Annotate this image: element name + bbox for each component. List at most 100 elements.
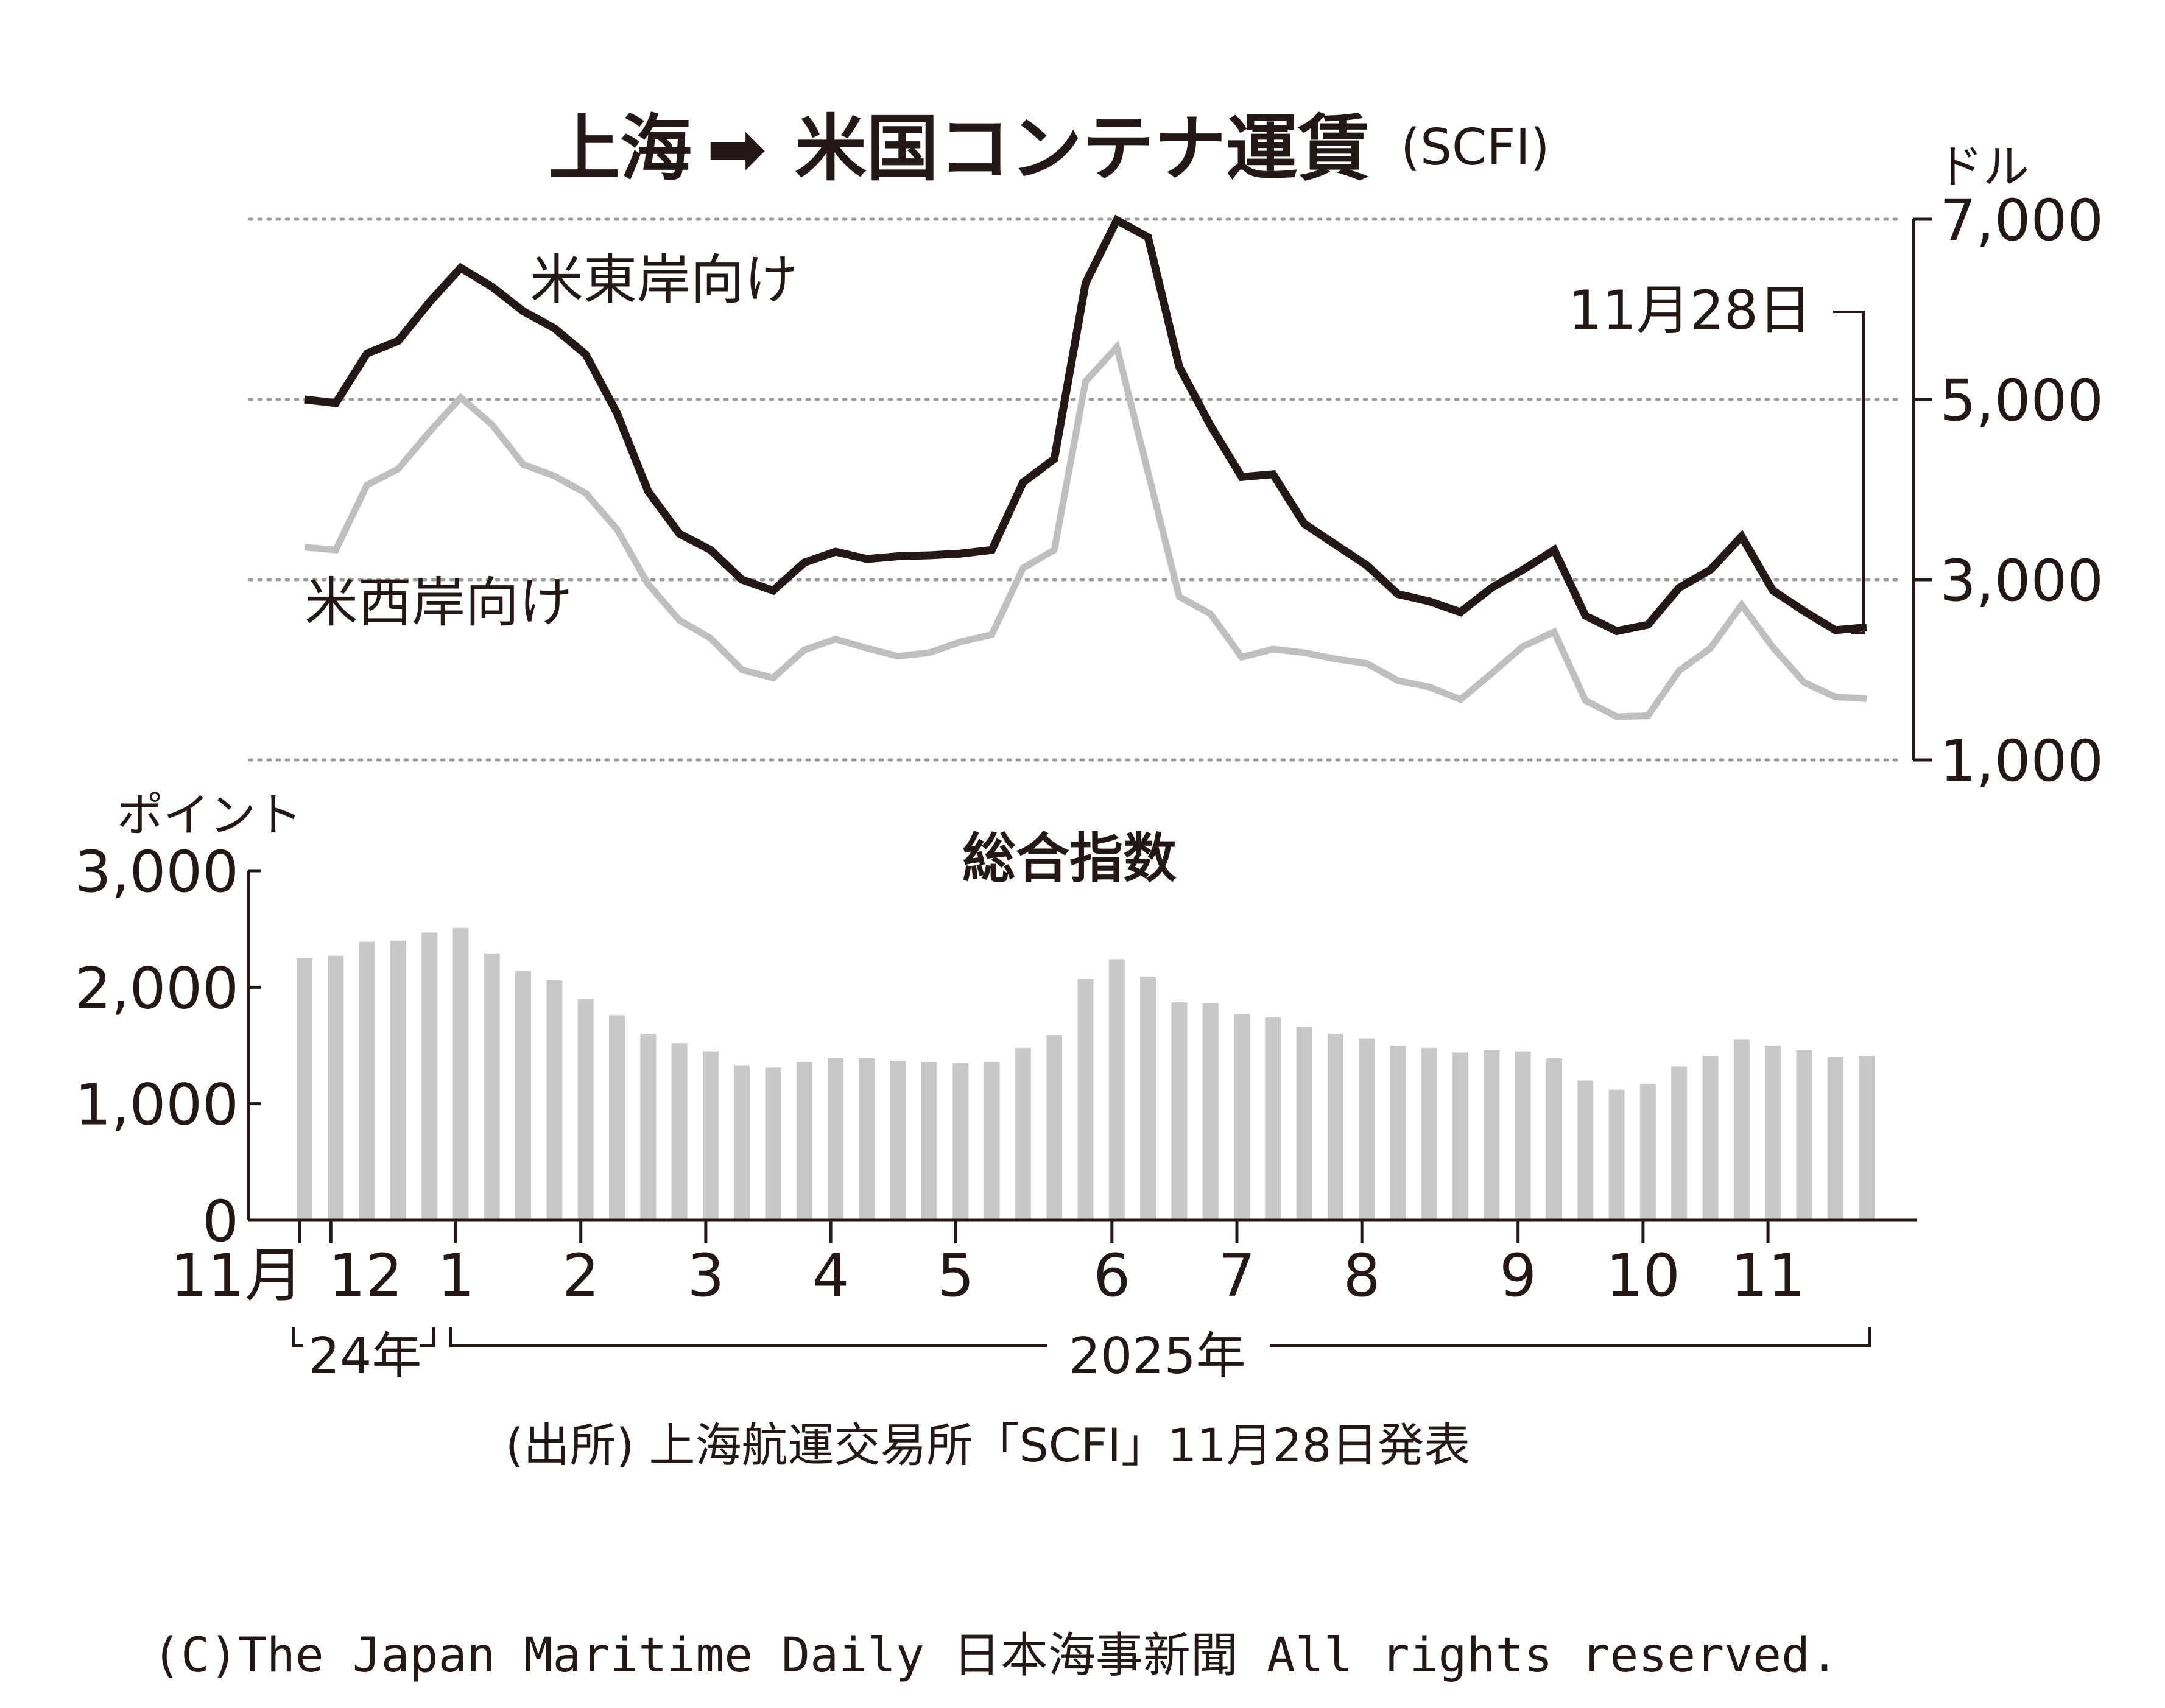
line-chart: ドル 1,000 3,000 5,000 7,000 米東岸向け 米西岸向け 11月2… [248, 139, 2103, 795]
index-bar [1796, 1050, 1812, 1220]
index-bar [1702, 1056, 1719, 1220]
index-bar [390, 940, 406, 1220]
index-bar [984, 1061, 1000, 1220]
index-bar [577, 999, 594, 1220]
index-bar [796, 1061, 812, 1220]
index-bar [1234, 1014, 1250, 1220]
year-bracket-2025: 2025年 [449, 1327, 1871, 1385]
line-chart-unit-label: ドル [1937, 139, 2029, 194]
x-axis-month-label: 7 [1218, 1242, 1255, 1310]
index-bar [1265, 1017, 1281, 1220]
title-arrow-icon: ➡ [706, 107, 767, 191]
index-bar [1608, 1089, 1625, 1220]
chart-title: 上海 ➡ 米国コンテナ運賃 (SCFI) [548, 107, 1550, 191]
index-bar [1546, 1058, 1562, 1220]
x-axis-month-label: 2 [562, 1242, 599, 1310]
index-bar [1421, 1047, 1437, 1220]
index-bar [1327, 1033, 1343, 1220]
x-axis-ticks [298, 1220, 1770, 1243]
bar-chart-title: 総合指数 [962, 827, 1177, 890]
index-bar [609, 1015, 625, 1220]
index-bar [421, 932, 438, 1220]
index-bar [1077, 979, 1094, 1220]
index-bar [1765, 1046, 1781, 1220]
index-bar [328, 955, 344, 1220]
bar-chart-unit-label: ポイント [117, 788, 302, 842]
year-bracket-2024: 24年 [292, 1327, 435, 1385]
x-axis-month-label: 10 [1606, 1242, 1680, 1310]
index-bar [1639, 1084, 1656, 1220]
title-scfi: (SCFI) [1401, 119, 1550, 177]
index-bar [297, 958, 312, 1220]
bar-chart-tick-labels: 0 1,000 2,000 3,000 [75, 839, 239, 1255]
year-bracket-2025-left [449, 1327, 1047, 1347]
east-coast-line [304, 214, 1867, 636]
line-chart-tick-labels: 1,000 3,000 5,000 7,000 [1940, 188, 2103, 795]
date-annotation-bracket [1833, 311, 1865, 634]
title-origin: 上海 [548, 107, 692, 191]
bar-chart-tick-label: 0 [202, 1189, 239, 1255]
x-axis-month-label: 1 [437, 1242, 474, 1310]
line-chart-tick-label: 3,000 [1940, 548, 2103, 614]
index-bar [484, 953, 500, 1220]
x-axis-month-label: 9 [1499, 1242, 1537, 1310]
index-bar [921, 1061, 937, 1220]
index-bar [1484, 1050, 1500, 1220]
bar-chart-y-axis [247, 869, 261, 1220]
bar-chart-tick-label: 2,000 [75, 955, 239, 1022]
x-axis-month-label: 3 [687, 1242, 724, 1310]
bar-chart-tick-label: 1,000 [75, 1072, 239, 1139]
x-axis-month-label: 6 [1093, 1242, 1130, 1310]
year-bracket-2024-left [292, 1327, 303, 1347]
bar-chart-tick-label: 3,000 [75, 839, 239, 905]
x-axis-month-label: 11 [1731, 1242, 1805, 1310]
index-bar [1390, 1046, 1406, 1220]
index-bar [671, 1043, 688, 1220]
index-bar [515, 971, 532, 1220]
index-bar [1108, 959, 1125, 1220]
index-bar [1015, 1047, 1031, 1220]
index-bar [1733, 1039, 1750, 1220]
index-bar [1171, 1002, 1188, 1220]
west-coast-label: 米西岸向け [305, 571, 572, 634]
year-label-2024: 24年 [308, 1327, 421, 1385]
index-bar [702, 1051, 719, 1220]
index-bar [1671, 1066, 1688, 1220]
x-axis-month-labels: 11月 12 1 2 3 4 5 6 7 8 9 10 11 [171, 1242, 1805, 1310]
line-chart-tick-label: 1,000 [1940, 728, 2103, 795]
east-coast-label: 米東岸向け [530, 248, 798, 311]
line-chart-y-axis [1912, 217, 1932, 762]
year-bracket-2025-right [1270, 1327, 1871, 1347]
index-bar [1140, 977, 1156, 1220]
date-annotation-label: 11月28日 [1568, 279, 1812, 342]
index-bar [1577, 1080, 1594, 1220]
line-chart-series [304, 214, 1867, 720]
index-bar [765, 1067, 781, 1220]
title-main: 米国コンテナ運賃 [795, 107, 1370, 191]
index-bar [546, 980, 563, 1220]
x-axis-month-label: 5 [937, 1242, 974, 1310]
source-note: (出所) 上海航運交易所「SCFI」11月28日発表 [505, 1418, 1470, 1472]
year-label-2025: 2025年 [1069, 1327, 1246, 1385]
index-bar [1296, 1027, 1312, 1220]
x-axis-month-label: 4 [812, 1242, 850, 1310]
index-bar [890, 1060, 906, 1220]
index-bar [1515, 1051, 1531, 1220]
index-bar [359, 941, 375, 1220]
index-bar [828, 1058, 844, 1220]
index-bar [640, 1033, 657, 1220]
line-chart-gridlines [248, 217, 1905, 762]
west-coast-line [304, 340, 1867, 720]
line-chart-tick-label: 5,000 [1940, 368, 2103, 434]
x-axis-month-label: 11月 [171, 1242, 303, 1310]
index-bar [952, 1063, 969, 1220]
date-annotation: 11月28日 [1568, 279, 1865, 634]
year-bracket-2024-right [420, 1327, 435, 1347]
index-bar [1827, 1057, 1843, 1220]
index-bar [1359, 1038, 1375, 1220]
x-axis-month-label: 12 [328, 1242, 403, 1310]
index-bar [1202, 1003, 1219, 1220]
index-bar [1046, 1035, 1063, 1220]
